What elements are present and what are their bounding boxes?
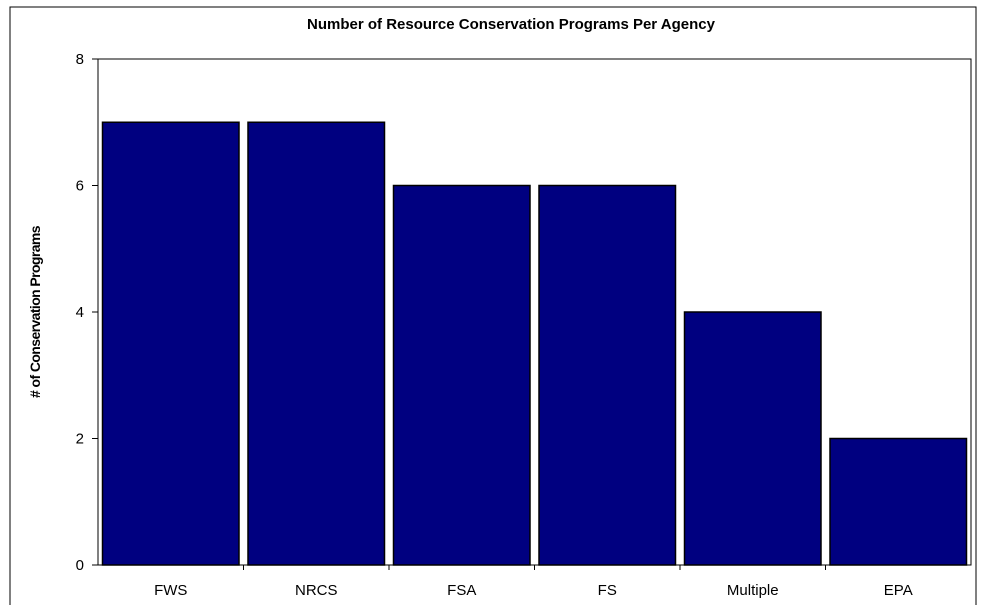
y-tick-label: 0 bbox=[76, 557, 84, 574]
x-tick-label: Multiple bbox=[727, 582, 779, 599]
bar-nrcs bbox=[247, 121, 386, 566]
x-tick-label: EPA bbox=[884, 582, 913, 599]
x-tick-label: NRCS bbox=[295, 582, 338, 599]
chart-title: Number of Resource Conservation Programs… bbox=[307, 16, 716, 33]
bar-epa bbox=[829, 437, 968, 566]
bar-fs bbox=[538, 184, 677, 566]
y-tick-label: 4 bbox=[76, 304, 84, 321]
bar-fsa bbox=[392, 184, 531, 566]
y-tick-label: 6 bbox=[76, 178, 84, 195]
bar-multiple bbox=[683, 311, 822, 566]
bars-group bbox=[101, 121, 968, 566]
x-tick-label: FS bbox=[598, 582, 617, 599]
plot-area bbox=[97, 58, 972, 566]
bar-fws bbox=[101, 121, 240, 566]
x-tick-label: FWS bbox=[154, 582, 187, 599]
y-axis-label: # of Conservation Programs bbox=[27, 225, 43, 398]
y-tick-label: 2 bbox=[76, 431, 84, 448]
x-axis: FWS NRCS FSA FS Multiple EPA bbox=[154, 565, 913, 599]
y-axis: 0 2 4 6 8 bbox=[76, 51, 98, 574]
x-tick-label: FSA bbox=[447, 582, 476, 599]
y-tick-label: 8 bbox=[76, 51, 84, 68]
